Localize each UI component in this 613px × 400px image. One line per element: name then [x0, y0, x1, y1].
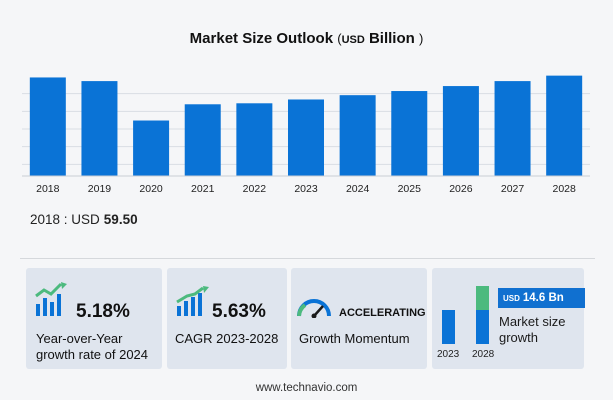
bar-chart: 2018 2019 2020 2021 2022 2023 2024 2025 2026 2027…	[22, 75, 590, 195]
unit-close: )	[418, 31, 424, 46]
market-size-year-start: 2023	[437, 349, 460, 360]
bar-2023	[288, 99, 324, 176]
x-tick-label-2024: 2024	[346, 183, 370, 195]
base-year-number: 59.50	[103, 212, 138, 227]
market-size-label-line2: growth	[499, 330, 539, 345]
x-tick-label-2020: 2020	[139, 183, 163, 195]
x-tick-label-2018: 2018	[36, 183, 60, 195]
unit-word: Billion	[368, 30, 415, 47]
bar-2021	[184, 104, 221, 176]
market-size-badge: USD 14.6 Bn	[498, 288, 585, 308]
yoy-label-line2: growth rate of 2024	[36, 347, 149, 362]
yoy-label-line1: Year-over-Year	[36, 331, 123, 346]
market-size-label-line1: Market size	[499, 314, 566, 329]
bar-2020	[133, 120, 170, 176]
unit-currency: USD	[341, 34, 365, 46]
bar-2018	[29, 77, 66, 176]
rising-chart-icon	[176, 286, 209, 316]
unit-open: (	[337, 31, 342, 46]
x-tick-label-2025: 2025	[398, 183, 422, 195]
yoy-value: 5.18%	[76, 301, 130, 322]
footer-url[interactable]: www.technavio.com	[255, 382, 358, 394]
market-size-year-end: 2028	[472, 349, 495, 360]
base-year-label: 2018 : USD	[30, 212, 100, 227]
bar-2019	[81, 81, 118, 176]
bar-2025	[391, 91, 428, 176]
bar-2026	[442, 86, 479, 176]
x-tick-label-2026: 2026	[449, 183, 473, 195]
chart-title: Market Size Outlook (USD Billion )	[0, 30, 613, 47]
momentum-label: Growth Momentum	[299, 331, 410, 346]
cagr-card: 5.63% CAGR 2023-2028	[167, 268, 287, 369]
x-tick-label-2023: 2023	[294, 183, 318, 195]
chart-title-main: Market Size Outlook	[189, 30, 334, 47]
market-size-card	[432, 268, 584, 369]
speedometer-icon	[297, 299, 331, 318]
x-tick-label-2027: 2027	[501, 183, 525, 195]
x-tick-label-2022: 2022	[243, 183, 267, 195]
momentum-status: ACCELERATING	[339, 307, 426, 319]
bar-2024	[339, 95, 376, 176]
bar-2022	[236, 103, 273, 176]
badge-value: 14.6 Bn	[522, 292, 564, 304]
bar-2028	[546, 75, 583, 176]
bar-2027	[494, 81, 531, 176]
yoy-card: 5.18% Year-over-Year growth rate of 2024	[26, 268, 162, 369]
momentum-card: ACCELERATING Growth Momentum	[291, 268, 427, 369]
cagr-label: CAGR 2023-2028	[175, 331, 279, 346]
cagr-value: 5.63%	[212, 301, 266, 322]
x-tick-label-2019: 2019	[88, 183, 112, 195]
x-tick-label-2028: 2028	[553, 183, 577, 195]
divider	[20, 258, 595, 259]
x-tick-label-2021: 2021	[191, 183, 215, 195]
bar-growth-icon	[35, 282, 67, 316]
stacked-bar-icon	[442, 286, 489, 344]
badge-currency: USD	[503, 294, 520, 303]
base-year-value: 2018 : USD 59.50	[30, 212, 138, 227]
